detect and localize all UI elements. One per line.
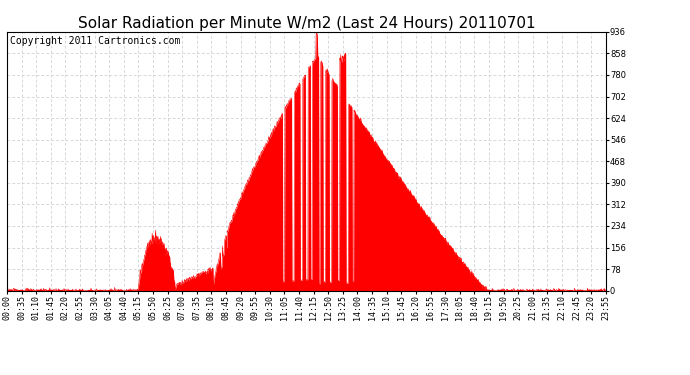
Text: Copyright 2011 Cartronics.com: Copyright 2011 Cartronics.com <box>10 36 180 46</box>
Title: Solar Radiation per Minute W/m2 (Last 24 Hours) 20110701: Solar Radiation per Minute W/m2 (Last 24… <box>77 16 535 31</box>
